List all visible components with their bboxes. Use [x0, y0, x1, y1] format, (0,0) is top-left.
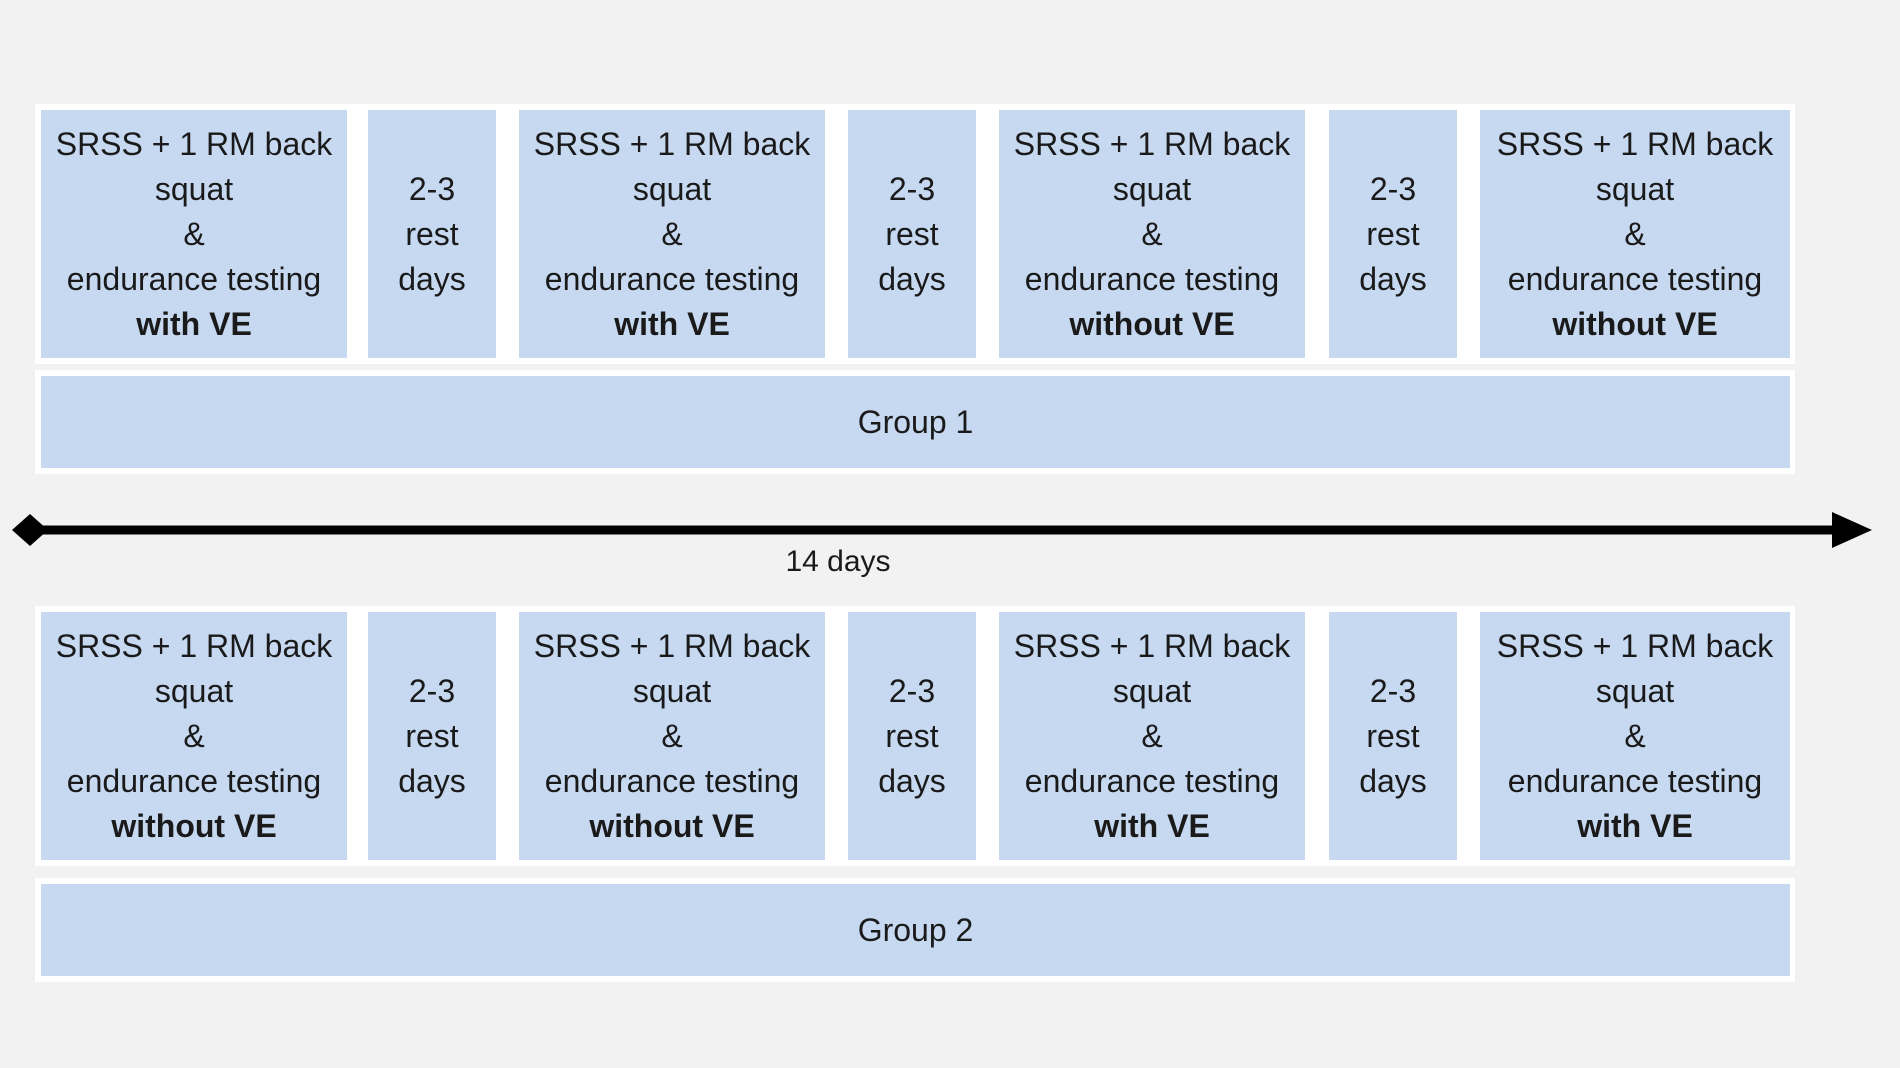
- session-condition: without VE: [111, 807, 277, 844]
- session-test-line: &: [1141, 717, 1163, 754]
- session-test-line: &: [661, 215, 683, 252]
- rest-line: 2-3: [888, 170, 936, 207]
- group2-rest-2: 2-3 rest days: [848, 612, 976, 860]
- rest-line: rest: [1366, 215, 1420, 252]
- group1-session-4: SRSS + 1 RM back squat & endurance testi…: [1480, 110, 1790, 358]
- session-test-line: &: [1624, 215, 1646, 252]
- session-test-line: squat: [632, 672, 712, 709]
- rest-line: 2-3: [408, 672, 456, 709]
- rest-line: days: [1359, 260, 1427, 297]
- rest-line: days: [398, 260, 466, 297]
- group1-rest-1: 2-3 rest days: [368, 110, 496, 358]
- session-test-line: endurance testing: [66, 762, 322, 799]
- session-test-line: &: [661, 717, 683, 754]
- rest-line: 2-3: [1369, 672, 1417, 709]
- group2-session-2: SRSS + 1 RM back squat & endurance testi…: [519, 612, 825, 860]
- timeline-end-arrowhead: [1832, 512, 1872, 548]
- group1-session-3: SRSS + 1 RM back squat & endurance testi…: [999, 110, 1305, 358]
- group2-session-3: SRSS + 1 RM back squat & endurance testi…: [999, 612, 1305, 860]
- session-condition: with VE: [1577, 807, 1693, 844]
- session-condition: without VE: [1069, 305, 1235, 342]
- group2-label-row: Group 2: [35, 878, 1795, 982]
- session-condition: without VE: [1552, 305, 1718, 342]
- session-test-line: endurance testing: [1024, 762, 1280, 799]
- session-test-line: endurance testing: [66, 260, 322, 297]
- session-test-line: SRSS + 1 RM back: [1013, 125, 1291, 162]
- rest-line: rest: [885, 717, 939, 754]
- group1-session-1: SRSS + 1 RM back squat & endurance testi…: [41, 110, 347, 358]
- group2-label: Group 2: [41, 884, 1790, 976]
- group2-session-4: SRSS + 1 RM back squat & endurance testi…: [1480, 612, 1790, 860]
- session-condition: with VE: [1094, 807, 1210, 844]
- session-test-line: SRSS + 1 RM back: [55, 125, 333, 162]
- session-test-line: endurance testing: [1024, 260, 1280, 297]
- session-test-line: SRSS + 1 RM back: [533, 125, 811, 162]
- group1-label-row: Group 1: [35, 370, 1795, 474]
- group1-schedule-row: SRSS + 1 RM back squat & endurance testi…: [35, 104, 1795, 364]
- session-test-line: squat: [1112, 672, 1192, 709]
- timeline-start-diamond: [12, 514, 48, 546]
- rest-line: days: [878, 762, 946, 799]
- group2-rest-3: 2-3 rest days: [1329, 612, 1457, 860]
- session-test-line: SRSS + 1 RM back: [1496, 627, 1774, 664]
- timeline-label: 14 days: [785, 545, 891, 578]
- session-test-line: &: [1624, 717, 1646, 754]
- session-test-line: &: [183, 717, 205, 754]
- timeline-arrow: [12, 512, 1872, 548]
- session-test-line: endurance testing: [544, 260, 800, 297]
- session-test-line: SRSS + 1 RM back: [55, 627, 333, 664]
- session-test-line: &: [183, 215, 205, 252]
- session-test-line: SRSS + 1 RM back: [1013, 627, 1291, 664]
- group2-schedule-row: SRSS + 1 RM back squat & endurance testi…: [35, 606, 1795, 866]
- session-condition: without VE: [589, 807, 755, 844]
- session-test-line: SRSS + 1 RM back: [1496, 125, 1774, 162]
- group1-session-2: SRSS + 1 RM back squat & endurance testi…: [519, 110, 825, 358]
- session-test-line: squat: [1595, 170, 1675, 207]
- rest-line: 2-3: [888, 672, 936, 709]
- rest-line: rest: [1366, 717, 1420, 754]
- rest-line: rest: [405, 717, 459, 754]
- session-condition: with VE: [614, 305, 730, 342]
- rest-line: 2-3: [1369, 170, 1417, 207]
- rest-line: days: [878, 260, 946, 297]
- rest-line: rest: [405, 215, 459, 252]
- group1-rest-2: 2-3 rest days: [848, 110, 976, 358]
- rest-line: days: [398, 762, 466, 799]
- session-test-line: SRSS + 1 RM back: [533, 627, 811, 664]
- rest-line: 2-3: [408, 170, 456, 207]
- group1-rest-3: 2-3 rest days: [1329, 110, 1457, 358]
- group1-label: Group 1: [41, 376, 1790, 468]
- session-condition: with VE: [136, 305, 252, 342]
- session-test-line: squat: [1112, 170, 1192, 207]
- rest-line: days: [1359, 762, 1427, 799]
- session-test-line: squat: [154, 672, 234, 709]
- session-test-line: squat: [632, 170, 712, 207]
- group2-rest-1: 2-3 rest days: [368, 612, 496, 860]
- rest-line: rest: [885, 215, 939, 252]
- session-test-line: squat: [1595, 672, 1675, 709]
- session-test-line: endurance testing: [1507, 762, 1763, 799]
- session-test-line: squat: [154, 170, 234, 207]
- session-test-line: endurance testing: [544, 762, 800, 799]
- group2-session-1: SRSS + 1 RM back squat & endurance testi…: [41, 612, 347, 860]
- session-test-line: &: [1141, 215, 1163, 252]
- session-test-line: endurance testing: [1507, 260, 1763, 297]
